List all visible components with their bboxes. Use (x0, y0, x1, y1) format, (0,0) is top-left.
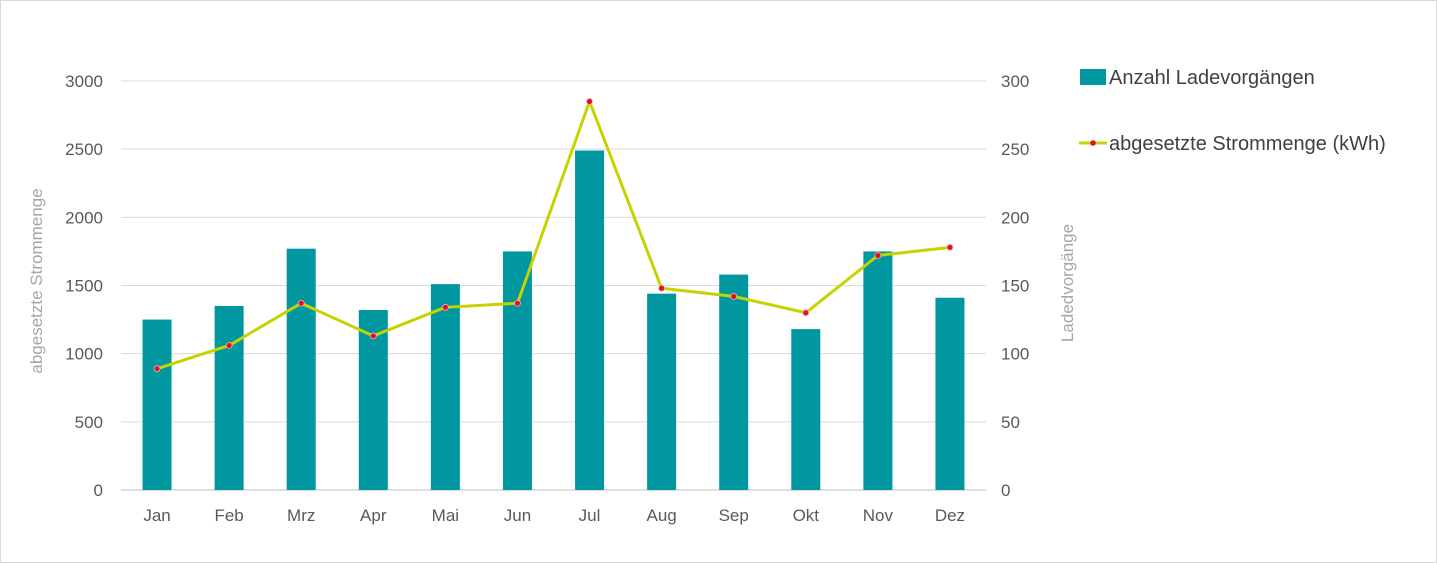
right-axis-ticks: 0 50 100 150 200 250 300 (1001, 72, 1029, 500)
left-tick-label: 3000 (65, 72, 103, 91)
legend-line-marker (1090, 140, 1096, 146)
line-point (946, 243, 954, 251)
bar (358, 310, 388, 490)
left-tick-label: 2000 (65, 208, 103, 227)
bar (935, 297, 965, 490)
grid-lines (121, 80, 986, 491)
right-tick-label: 50 (1001, 413, 1020, 432)
x-tick-label: Jul (579, 506, 601, 525)
x-tick-label: Dez (935, 506, 965, 525)
right-tick-label: 200 (1001, 208, 1029, 227)
line-point (441, 303, 449, 311)
left-tick-label: 1500 (65, 277, 103, 296)
line-point (730, 293, 738, 300)
right-tick-label: 100 (1001, 345, 1029, 364)
bar (791, 329, 821, 490)
legend: Anzahl Ladevorgängen abgesetzte Strommen… (1079, 67, 1386, 155)
x-tick-label: Jan (143, 506, 170, 525)
left-tick-label: 0 (94, 481, 103, 500)
bar (863, 251, 893, 490)
left-tick-label: 2500 (65, 140, 103, 159)
x-tick-label: Aug (647, 506, 677, 525)
left-tick-label: 1000 (65, 345, 103, 364)
x-tick-label: Sep (719, 506, 749, 525)
line-point (297, 299, 305, 307)
line-point (369, 332, 377, 340)
line-point (153, 365, 161, 373)
x-tick-label: Nov (863, 506, 894, 525)
line-series (153, 98, 954, 373)
x-tick-label: Mrz (287, 506, 315, 525)
right-tick-label: 250 (1001, 140, 1029, 159)
line-point (514, 299, 521, 307)
bar (575, 150, 605, 490)
bar (647, 293, 677, 490)
x-tick-label: Jun (504, 506, 531, 525)
bar (430, 284, 460, 490)
bar (214, 305, 244, 490)
x-axis-ticks: Jan Feb Mrz Apr Mai Jun Jul Aug Sep Okt Nov Dez (143, 506, 965, 525)
right-tick-label: 150 (1001, 277, 1029, 296)
right-tick-label: 300 (1001, 72, 1029, 91)
legend-bar-label: Anzahl Ladevorgängen (1109, 67, 1315, 89)
bar (719, 274, 749, 490)
legend-bar-swatch (1080, 69, 1106, 85)
x-tick-label: Okt (793, 506, 820, 525)
bar (142, 319, 172, 490)
x-tick-label: Feb (214, 506, 243, 525)
left-axis-title: abgesetzte Strommenge (27, 188, 46, 373)
right-axis-title: Ladedvorgänge (1058, 224, 1077, 342)
x-tick-label: Mai (432, 506, 459, 525)
line-point (586, 98, 593, 105)
legend-item-bars: Anzahl Ladevorgängen (1080, 67, 1315, 89)
bar-series (142, 150, 965, 490)
legend-item-line: abgesetzte Strommenge (kWh) (1079, 133, 1386, 155)
bar (502, 251, 532, 490)
line-point (225, 342, 233, 349)
line-path (156, 99, 951, 371)
legend-line-label: abgesetzte Strommenge (kWh) (1109, 133, 1386, 155)
line-point (874, 252, 882, 259)
right-tick-label: 0 (1001, 481, 1010, 500)
left-tick-label: 500 (75, 413, 103, 432)
line-point (658, 284, 666, 292)
left-axis-ticks: 0 500 1000 1500 2000 2500 3000 (65, 72, 103, 500)
line-point (802, 309, 810, 317)
bar (286, 248, 316, 490)
x-tick-label: Apr (360, 506, 387, 525)
